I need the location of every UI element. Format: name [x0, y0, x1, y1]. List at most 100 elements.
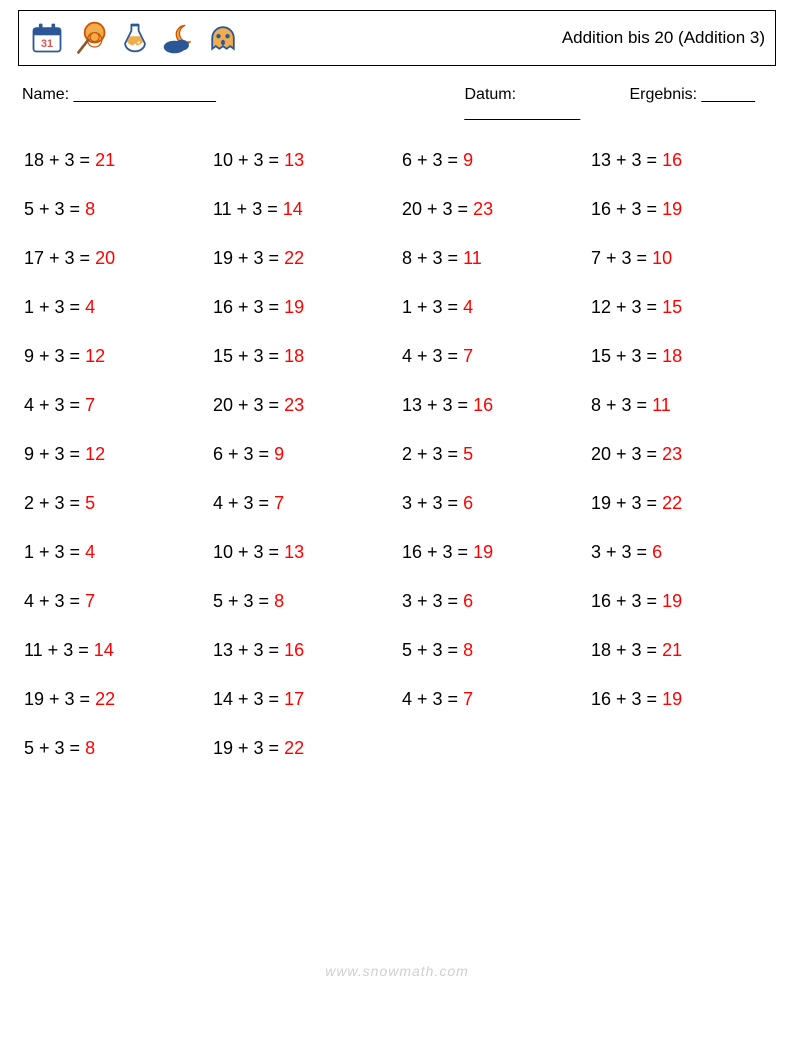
problem-cell: 13 + 3 = 16	[591, 150, 770, 171]
equation: 20 + 3 =	[402, 199, 473, 219]
problem-cell: 16 + 3 = 19	[591, 689, 770, 710]
equation: 2 + 3 =	[24, 493, 85, 513]
answer: 12	[85, 444, 105, 464]
problem-cell: 4 + 3 = 7	[24, 395, 203, 416]
problem-cell: 9 + 3 = 12	[24, 346, 203, 367]
problem-cell: 5 + 3 = 8	[24, 738, 203, 759]
equation: 3 + 3 =	[402, 493, 463, 513]
answer: 5	[85, 493, 95, 513]
equation: 9 + 3 =	[24, 346, 85, 366]
answer: 11	[652, 395, 671, 415]
answer: 9	[274, 444, 284, 464]
equation: 8 + 3 =	[591, 395, 652, 415]
problem-cell: 16 + 3 = 19	[402, 542, 581, 563]
equation: 4 + 3 =	[24, 395, 85, 415]
problem-cell: 16 + 3 = 19	[213, 297, 392, 318]
equation: 5 + 3 =	[24, 199, 85, 219]
answer: 11	[463, 248, 482, 268]
name-field: Name: ________________	[22, 86, 465, 122]
problem-cell: 1 + 3 = 4	[402, 297, 581, 318]
problem-cell: 2 + 3 = 5	[402, 444, 581, 465]
answer: 10	[652, 248, 672, 268]
answer: 4	[463, 297, 473, 317]
problem-cell: 15 + 3 = 18	[213, 346, 392, 367]
problem-cell: 18 + 3 = 21	[24, 150, 203, 171]
equation: 4 + 3 =	[213, 493, 274, 513]
moon-cloud-icon	[161, 20, 197, 56]
answer: 17	[284, 689, 304, 709]
problem-cell: 8 + 3 = 11	[591, 395, 770, 416]
footer-watermark: www.snowmath.com	[0, 963, 794, 979]
problem-cell: 4 + 3 = 7	[402, 346, 581, 367]
answer: 13	[284, 542, 304, 562]
problem-cell: 2 + 3 = 5	[24, 493, 203, 514]
equation: 7 + 3 =	[591, 248, 652, 268]
answer: 7	[463, 689, 473, 709]
problem-cell: 19 + 3 = 22	[591, 493, 770, 514]
problem-cell: 4 + 3 = 7	[402, 689, 581, 710]
calendar-icon: 31	[29, 20, 65, 56]
answer: 18	[662, 346, 682, 366]
answer: 14	[283, 199, 303, 219]
equation: 10 + 3 =	[213, 150, 284, 170]
problem-cell: 20 + 3 = 23	[591, 444, 770, 465]
answer: 16	[473, 395, 493, 415]
equation: 19 + 3 =	[24, 689, 95, 709]
equation: 17 + 3 =	[24, 248, 95, 268]
answer: 20	[95, 248, 115, 268]
equation: 16 + 3 =	[213, 297, 284, 317]
header: 31 Addition bis 20 (Addition 3)	[18, 10, 776, 66]
problem-cell: 13 + 3 = 16	[213, 640, 392, 661]
answer: 15	[662, 297, 682, 317]
problem-cell: 14 + 3 = 17	[213, 689, 392, 710]
problem-cell: 10 + 3 = 13	[213, 542, 392, 563]
answer: 6	[463, 493, 473, 513]
equation: 11 + 3 =	[24, 640, 94, 660]
problem-cell: 6 + 3 = 9	[402, 150, 581, 171]
answer: 23	[662, 444, 682, 464]
answer: 22	[284, 738, 304, 758]
equation: 18 + 3 =	[591, 640, 662, 660]
answer: 23	[473, 199, 493, 219]
worksheet-title: Addition bis 20 (Addition 3)	[562, 28, 765, 48]
equation: 11 + 3 =	[213, 199, 283, 219]
problem-cell: 6 + 3 = 9	[213, 444, 392, 465]
equation: 3 + 3 =	[402, 591, 463, 611]
problem-cell: 5 + 3 = 8	[24, 199, 203, 220]
equation: 6 + 3 =	[402, 150, 463, 170]
equation: 16 + 3 =	[402, 542, 473, 562]
problem-cell: 19 + 3 = 22	[213, 738, 392, 759]
answer: 21	[662, 640, 682, 660]
answer: 22	[662, 493, 682, 513]
ghost-icon	[205, 20, 241, 56]
answer: 6	[463, 591, 473, 611]
problem-cell: 12 + 3 = 15	[591, 297, 770, 318]
problem-cell: 4 + 3 = 7	[24, 591, 203, 612]
equation: 4 + 3 =	[402, 346, 463, 366]
problem-cell: 16 + 3 = 19	[591, 199, 770, 220]
problem-cell: 10 + 3 = 13	[213, 150, 392, 171]
problem-cell: 11 + 3 = 14	[213, 199, 392, 220]
problem-cell: 17 + 3 = 20	[24, 248, 203, 269]
equation: 12 + 3 =	[591, 297, 662, 317]
equation: 14 + 3 =	[213, 689, 284, 709]
equation: 13 + 3 =	[591, 150, 662, 170]
equation: 1 + 3 =	[24, 542, 85, 562]
equation: 19 + 3 =	[591, 493, 662, 513]
problem-cell: 5 + 3 = 8	[213, 591, 392, 612]
info-fields: Name: ________________ Datum: __________…	[22, 86, 772, 122]
equation: 3 + 3 =	[591, 542, 652, 562]
problem-cell: 1 + 3 = 4	[24, 542, 203, 563]
equation: 1 + 3 =	[402, 297, 463, 317]
equation: 19 + 3 =	[213, 738, 284, 758]
answer: 22	[284, 248, 304, 268]
answer: 21	[95, 150, 115, 170]
answer: 13	[284, 150, 304, 170]
equation: 15 + 3 =	[213, 346, 284, 366]
answer: 22	[95, 689, 115, 709]
date-field: Datum: _____________	[465, 86, 630, 122]
answer: 8	[463, 640, 473, 660]
equation: 15 + 3 =	[591, 346, 662, 366]
problem-cell: 3 + 3 = 6	[402, 493, 581, 514]
problem-cell: 4 + 3 = 7	[213, 493, 392, 514]
